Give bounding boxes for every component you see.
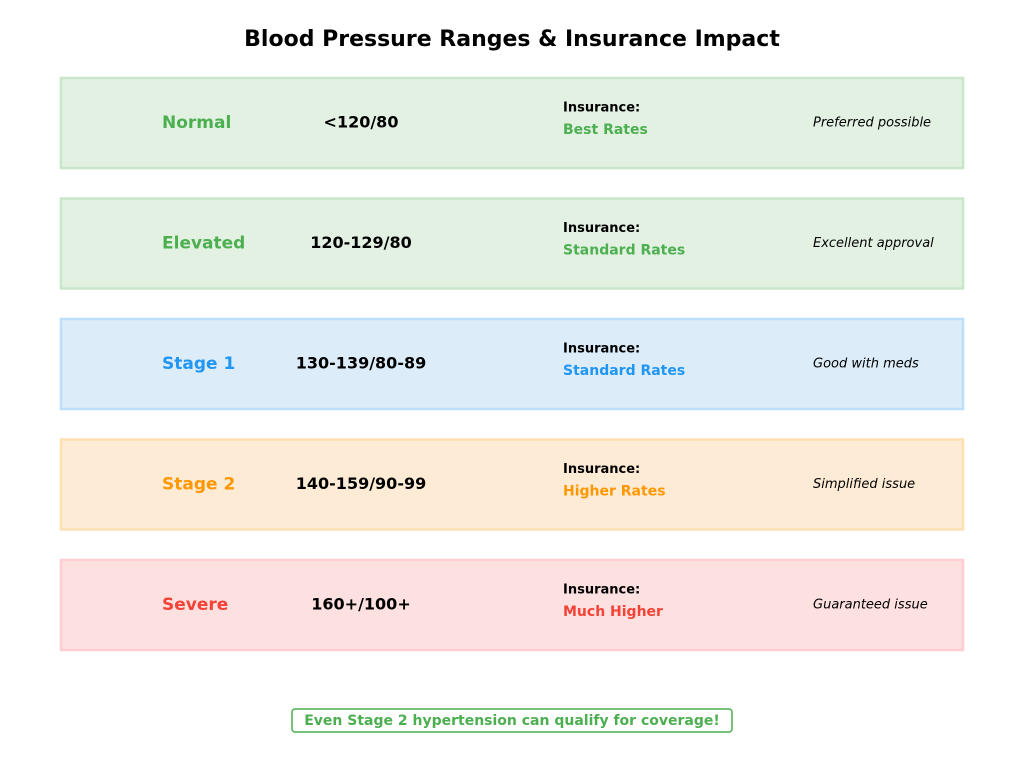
category: Normal	[162, 113, 231, 133]
insurance-label: Insurance:	[563, 583, 640, 598]
note: Preferred possible	[813, 116, 931, 131]
range: 130-139/80-89	[296, 354, 426, 373]
category: Severe	[162, 595, 228, 615]
note: Simplified issue	[813, 477, 915, 492]
insurance-rate: Standard Rates	[563, 363, 685, 379]
insurance-label: Insurance:	[563, 221, 640, 236]
insurance-label: Insurance:	[563, 101, 640, 116]
note: Guaranteed issue	[813, 598, 928, 613]
range: <120/80	[324, 113, 399, 132]
note: Excellent approval	[813, 236, 934, 251]
category: Stage 1	[162, 354, 235, 374]
footer-box	[291, 708, 733, 733]
insurance-rate: Much Higher	[563, 604, 663, 620]
title: Blood Pressure Ranges & Insurance Impact	[244, 27, 780, 52]
insurance-label: Insurance:	[563, 462, 640, 477]
footer-text: Even Stage 2 hypertension can qualify fo…	[304, 713, 720, 729]
insurance-rate: Best Rates	[563, 122, 648, 138]
category: Stage 2	[162, 475, 235, 495]
range: 140-159/90-99	[296, 474, 426, 493]
insurance-rate: Standard Rates	[563, 243, 685, 259]
note: Good with meds	[813, 357, 919, 372]
row-box	[59, 317, 965, 411]
row-box	[59, 558, 965, 652]
row-box	[59, 438, 965, 531]
row-box	[59, 197, 965, 290]
row-box	[59, 76, 965, 170]
insurance-label: Insurance:	[563, 342, 640, 357]
insurance-rate: Higher Rates	[563, 484, 666, 500]
category: Elevated	[162, 234, 245, 254]
range: 120-129/80	[310, 233, 412, 252]
range: 160+/100+	[311, 595, 410, 614]
